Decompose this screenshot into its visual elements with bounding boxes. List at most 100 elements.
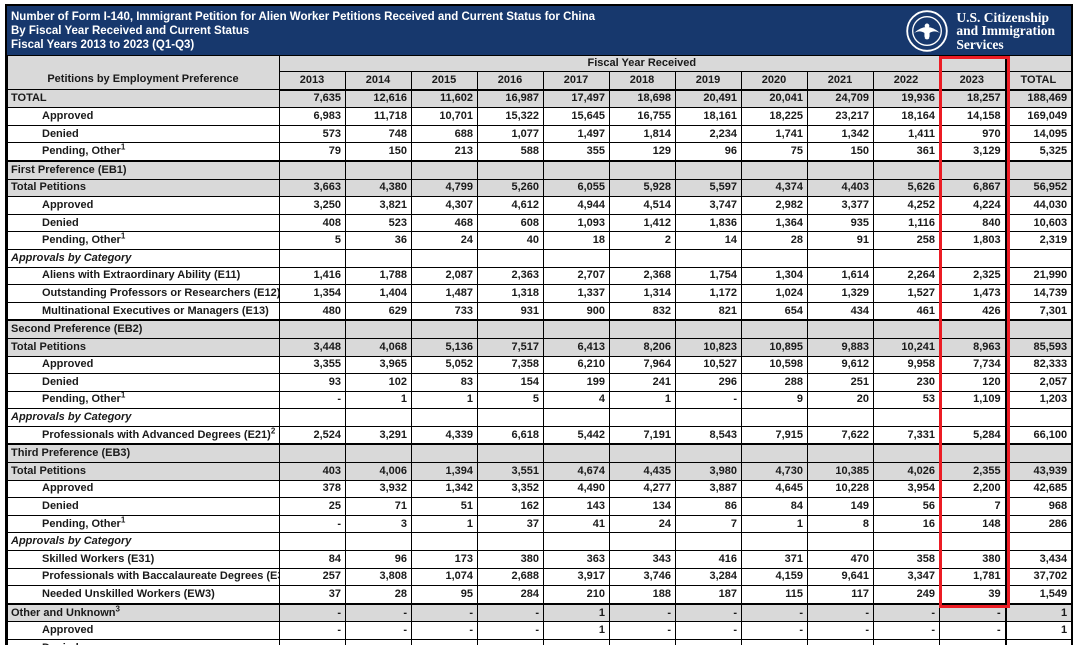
- cell: 210: [543, 585, 610, 605]
- cell: 9: [741, 390, 808, 410]
- cell: 188: [609, 585, 676, 605]
- cell: 1,836: [675, 213, 742, 233]
- cell: 4,403: [807, 178, 874, 198]
- table-row: Approved 3,355 3,965 5,052 7,358 6,210 7,964 10…: [7, 355, 1073, 375]
- cell: 1,549: [1004, 585, 1073, 605]
- cell: 96: [675, 142, 742, 162]
- cell: 51: [411, 497, 478, 516]
- cell: [807, 408, 874, 427]
- cell: -: [938, 602, 1007, 623]
- row-label: Multinational Executives or Managers (E1…: [7, 301, 280, 321]
- row-label: Approved: [7, 479, 280, 499]
- cell: [675, 532, 742, 552]
- table-row: Denied------------: [7, 639, 1073, 645]
- table-row: Denied 93 102 83 154 199 241 296 288 251 230 120 2,0…: [7, 373, 1073, 392]
- cell: [411, 319, 478, 339]
- cell: 1,329: [807, 284, 874, 303]
- cell: 968: [1004, 497, 1073, 516]
- cell: 37: [279, 585, 346, 605]
- cell: [938, 532, 1007, 552]
- cell: 4,514: [609, 196, 676, 215]
- cell: -: [543, 639, 610, 645]
- cell: [873, 443, 940, 464]
- cell: [807, 159, 874, 180]
- cell: [609, 159, 676, 180]
- cell: 3,821: [345, 196, 412, 215]
- cell: 6,618: [477, 425, 544, 445]
- cell: 1: [543, 602, 610, 623]
- cell: 19,936: [873, 89, 940, 109]
- cell: 37: [477, 514, 544, 534]
- cell: 2,368: [609, 266, 676, 286]
- cell: -: [873, 602, 940, 623]
- cell: 43,939: [1004, 462, 1073, 481]
- cell: 149: [807, 497, 874, 516]
- cell: 7: [675, 514, 742, 534]
- column-header-2021: 2021: [807, 70, 874, 91]
- cell: 1,318: [477, 284, 544, 303]
- cell: 44,030: [1004, 196, 1073, 215]
- cell: -: [938, 621, 1007, 640]
- cell: [279, 532, 346, 552]
- cell: 2,982: [741, 196, 808, 215]
- row-label: Approvals by Category: [7, 248, 280, 268]
- table-row: Approved 6,983 11,718 10,701 15,322 15,645 16,…: [7, 107, 1073, 126]
- cell: 1,754: [675, 266, 742, 286]
- table-row: TOTAL 7,635 12,616 11,602 16,987 17,497 18,698…: [7, 89, 1073, 109]
- cell: 4,612: [477, 196, 544, 215]
- cell: 4,159: [741, 567, 808, 587]
- table-header-row-years: 2013 2014 2015 2016 2017 2018 2019 2020 2021 2022…: [8, 70, 1073, 91]
- uscis-logo: U.S. Citizenship and Immigration Service…: [905, 9, 1065, 53]
- cell: -: [609, 639, 676, 645]
- cell: [807, 319, 874, 339]
- cell: 23,217: [807, 107, 874, 126]
- cell: [543, 532, 610, 552]
- cell: 10,527: [675, 355, 742, 375]
- cell: [807, 443, 874, 464]
- row-label: Pending, Other1: [7, 231, 280, 250]
- cell: [675, 408, 742, 427]
- cell: 10,823: [675, 337, 742, 357]
- cell: [609, 532, 676, 552]
- cell: 150: [345, 142, 412, 162]
- row-label: Total Petitions: [7, 178, 280, 198]
- cell: 5,284: [938, 425, 1007, 445]
- cell: 16: [873, 514, 940, 534]
- cell: 10,385: [807, 462, 874, 481]
- cell: -: [741, 621, 808, 640]
- cell: 1,077: [477, 124, 544, 144]
- cell: 10,603: [1004, 213, 1073, 233]
- cell: 11,718: [345, 107, 412, 126]
- row-label-text: Third Preference (EB3): [11, 447, 131, 460]
- row-label: Approved: [7, 355, 280, 375]
- row-label-text: Denied: [42, 127, 79, 140]
- cell: [543, 319, 610, 339]
- cell: 1: [543, 621, 610, 640]
- cell: [279, 319, 346, 339]
- row-label: Skilled Workers (E31): [7, 550, 280, 569]
- row-label: Approvals by Category: [7, 532, 280, 552]
- cell: [477, 408, 544, 427]
- cell: [345, 159, 412, 180]
- cell: [477, 532, 544, 552]
- cell: 931: [477, 301, 544, 321]
- cell: 1,024: [741, 284, 808, 303]
- cell: 4: [543, 390, 610, 410]
- cell: 1,093: [543, 213, 610, 233]
- row-label-text: Total Petitions: [11, 340, 86, 353]
- cell: 688: [411, 124, 478, 144]
- report-titles: Number of Form I-140, Immigrant Petition…: [11, 9, 595, 53]
- row-label-text: Aliens with Extraordinary Ability (E11): [42, 269, 241, 282]
- cell: [741, 532, 808, 552]
- table-row: Pending, Other1 5 36 24 40 18 2 14 28 91 258 1,803 2…: [7, 231, 1073, 250]
- cell: [807, 248, 874, 268]
- cell: 426: [938, 301, 1007, 321]
- cell: 1: [609, 390, 676, 410]
- cell: 380: [477, 550, 544, 569]
- cell: [873, 159, 940, 180]
- row-label-text: Denied: [42, 216, 79, 229]
- cell: 18: [543, 231, 610, 250]
- cell: 4,730: [741, 462, 808, 481]
- cell: -: [807, 639, 874, 645]
- table-row: Denied 408 523 468 608 1,093 1,412 1,836 1,364 93…: [7, 213, 1073, 233]
